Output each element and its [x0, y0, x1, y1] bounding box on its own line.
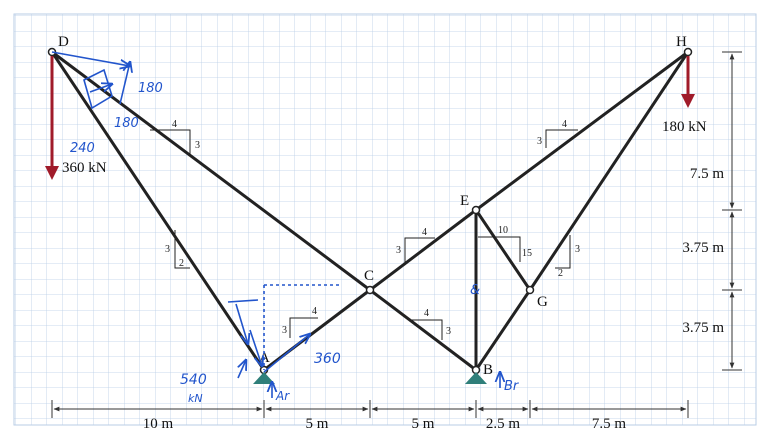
slope-CE — [404, 237, 435, 262]
hand-240: 240 — [70, 141, 95, 156]
load-H-label: 180 kN — [662, 119, 707, 135]
hand-eb-mark: & — [470, 283, 480, 298]
member-CB — [368, 288, 478, 372]
node-label-C: C — [364, 268, 374, 284]
slope-CB — [410, 319, 443, 340]
node-label-E: E — [460, 193, 469, 209]
slope-DC-run: 4 — [172, 119, 177, 130]
dim-h-3: 5 m — [412, 416, 435, 432]
member-GB — [474, 288, 532, 372]
hand-540: 540 — [180, 372, 207, 388]
dim-h-1: 10 m — [143, 416, 174, 432]
slope-AC-run: 4 — [312, 306, 317, 317]
slope-CB-run: 4 — [424, 308, 429, 319]
hand-180-mid: 180 — [114, 116, 139, 131]
joint-E — [471, 205, 481, 215]
slope-DC-rise: 3 — [195, 140, 200, 151]
slope-CB-rise: 3 — [446, 326, 451, 337]
node-label-D: D — [58, 34, 69, 50]
handwritten-text: 180 180 240 540 kN 360 Ar Br & — [70, 81, 520, 405]
load-D-label: 360 kN — [62, 160, 107, 176]
dim-v-3: 3.75 m — [682, 320, 724, 336]
slope-AC — [289, 317, 318, 338]
hand-360: 360 — [314, 351, 341, 367]
grid-background — [14, 14, 756, 425]
slope-DA-run: 2 — [179, 258, 184, 269]
dim-v-1: 7.5 m — [690, 166, 725, 182]
joints — [47, 47, 693, 375]
slope-CE-run: 4 — [422, 227, 427, 238]
member-EH — [474, 50, 690, 212]
hand-540-unit: kN — [188, 392, 203, 405]
slope-AC-rise: 3 — [282, 325, 287, 336]
node-label-H: H — [676, 34, 687, 50]
node-label-B: B — [483, 362, 493, 378]
load-H: 180 kN — [662, 56, 707, 135]
dim-v-2: 3.75 m — [682, 240, 724, 256]
dim-h-2: 5 m — [306, 416, 329, 432]
slope-DA-rise: 3 — [165, 244, 170, 255]
hand-Br: Br — [504, 379, 520, 394]
joint-C — [365, 285, 375, 295]
slope-EG — [478, 236, 521, 262]
member-CE — [368, 208, 478, 292]
slope-EG-run: 10 — [498, 225, 508, 236]
member-GH — [528, 50, 690, 292]
slope-indicators — [150, 129, 578, 340]
vertical-dimensions — [722, 51, 742, 371]
slope-GH — [555, 235, 571, 269]
slope-CE-rise: 3 — [396, 245, 401, 256]
slope-DA — [174, 230, 190, 269]
horizontal-dimensions — [51, 400, 689, 418]
slope-EH-rise: 3 — [537, 136, 542, 147]
member-DA — [50, 50, 266, 372]
joint-H — [683, 47, 693, 57]
slope-GH-run: 2 — [558, 268, 563, 279]
member-EG — [474, 208, 532, 292]
dim-h-4: 2.5 m — [486, 416, 521, 432]
load-D: 360 kN — [45, 56, 107, 180]
hand-Ar: Ar — [275, 389, 290, 403]
slope-EH-run: 4 — [562, 119, 567, 130]
slope-EH — [545, 129, 578, 148]
slope-DC — [150, 129, 191, 155]
vertical-dimension-labels: 7.5 m 3.75 m 3.75 m — [682, 166, 724, 336]
joint-G — [525, 285, 535, 295]
handwritten-annotations — [51, 51, 500, 398]
dim-h-5: 7.5 m — [592, 416, 627, 432]
slope-GH-rise: 3 — [575, 244, 580, 255]
grid-border — [13, 13, 757, 426]
horizontal-dimension-labels: 10 m 5 m 5 m 2.5 m 7.5 m — [143, 416, 627, 432]
node-label-G: G — [537, 294, 548, 310]
hand-180-top: 180 — [138, 81, 163, 96]
slope-EG-rise: 15 — [522, 248, 532, 259]
slope-labels: 4 3 3 2 4 3 4 3 4 3 4 3 10 15 3 2 — [165, 119, 580, 337]
support-B — [465, 372, 487, 384]
